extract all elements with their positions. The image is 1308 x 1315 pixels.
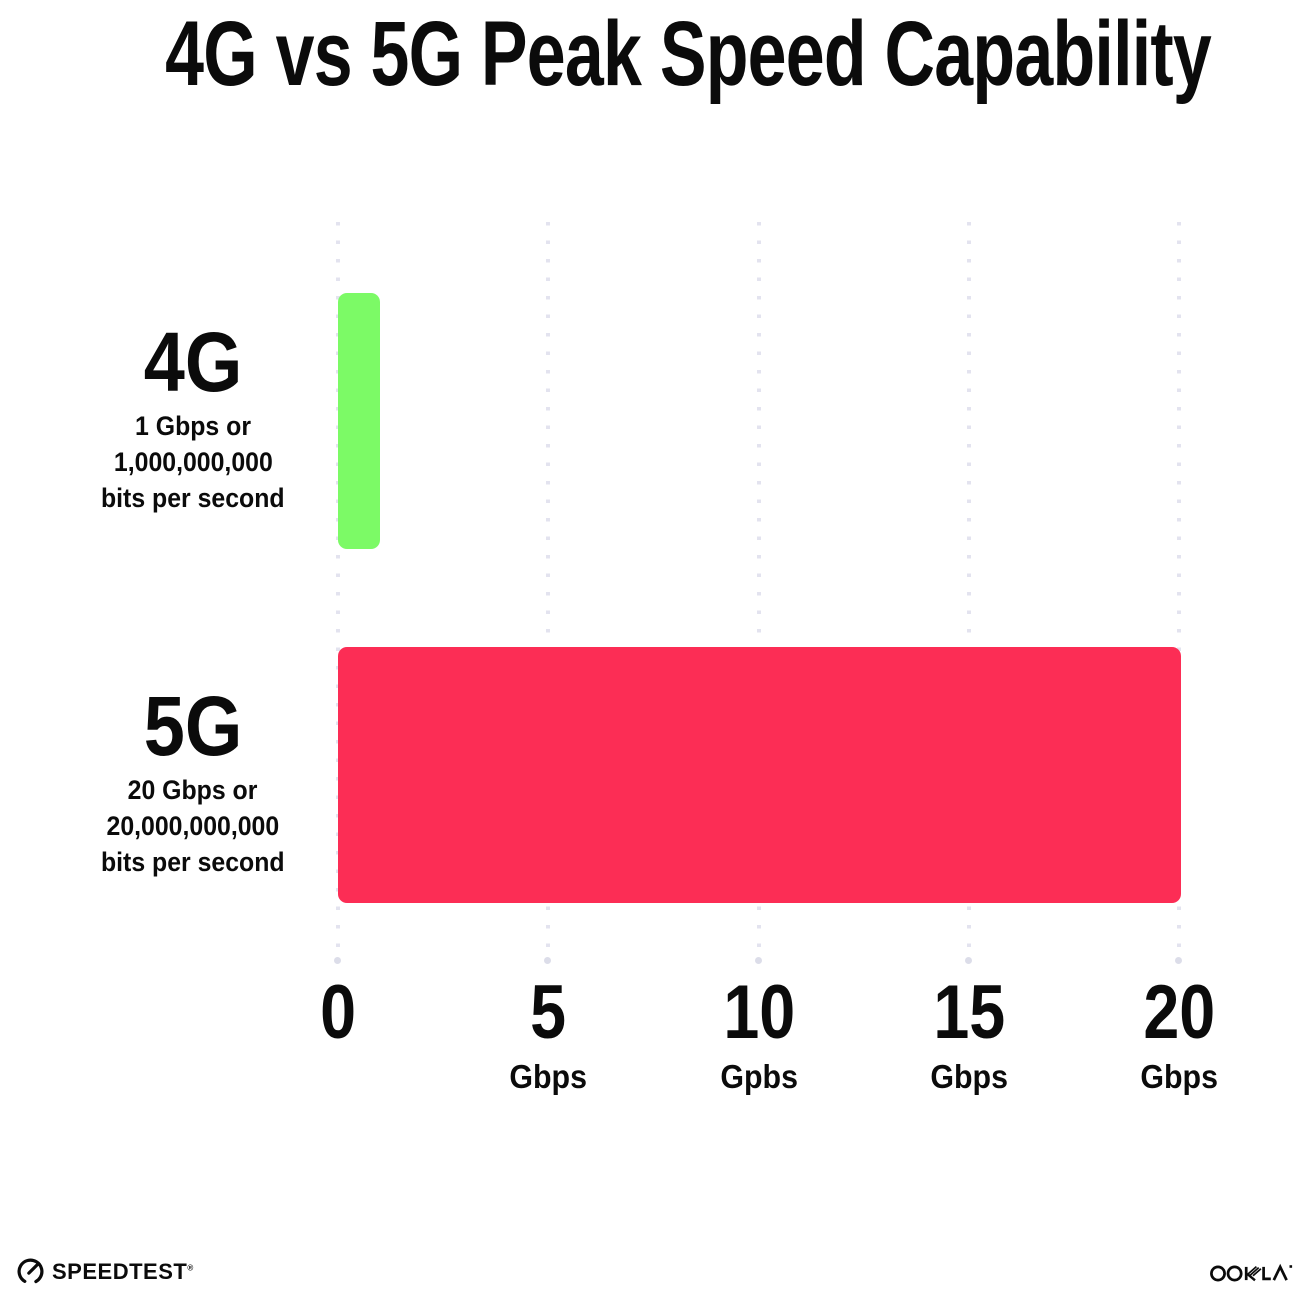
gridline-15-gbps (965, 222, 972, 964)
bar-4g (338, 293, 380, 549)
x-tick-unit (228, 1060, 448, 1093)
gridline-0-gbps (334, 222, 341, 964)
x-tick-number: 10 (723, 970, 795, 1055)
category-desc-line: 20,000,000,000 (106, 811, 280, 842)
speedtest-wordmark: SPEEDTEST® (52, 1258, 194, 1284)
speedtest-logo: SPEEDTEST® (16, 1257, 194, 1286)
registered-mark: ® (187, 1263, 194, 1273)
x-tick-15: 15 Gbps (859, 970, 1079, 1095)
x-tick-unit: Gbps (930, 1058, 1008, 1095)
x-tick-number: 15 (933, 970, 1005, 1055)
category-name-5g: 5G (143, 679, 243, 773)
category-desc-line: 1,000,000,000 (113, 447, 273, 478)
category-desc-line: bits per second (101, 847, 285, 878)
x-tick-number: 0 (320, 970, 356, 1055)
ookla-wordmark-icon (1210, 1263, 1293, 1282)
page-title: 4G vs 5G Peak Speed Capability (165, 3, 1212, 105)
x-tick-unit: Gbps (1140, 1058, 1218, 1095)
bar-5g (338, 647, 1181, 903)
gridline-10-gbps (755, 222, 762, 964)
category-desc-line: bits per second (101, 483, 285, 514)
x-tick-unit: Gpbs (720, 1058, 798, 1095)
x-tick-number: 5 (530, 970, 566, 1055)
gridline-20-gbps (1175, 222, 1182, 964)
x-tick-5: 5 Gbps (438, 970, 658, 1095)
x-tick-20: 20 Gbps (1069, 970, 1289, 1095)
ookla-logo (1210, 1262, 1296, 1290)
x-tick-10: 10 Gpbs (649, 970, 869, 1095)
row-label-4g: 4G 1 Gbps or 1,000,000,000 bits per seco… (43, 316, 343, 516)
x-tick-number: 20 (1143, 970, 1215, 1055)
category-desc-line: 1 Gbps or (135, 411, 251, 442)
gauge-icon (16, 1257, 45, 1286)
row-label-5g: 5G 20 Gbps or 20,000,000,000 bits per se… (43, 680, 343, 880)
x-tick-0: 0 (228, 975, 448, 1093)
category-name-4g: 4G (143, 315, 243, 409)
gridline-5-gbps (544, 222, 551, 964)
x-tick-unit: Gbps (509, 1058, 587, 1095)
category-desc-line: 20 Gbps or (128, 775, 258, 806)
